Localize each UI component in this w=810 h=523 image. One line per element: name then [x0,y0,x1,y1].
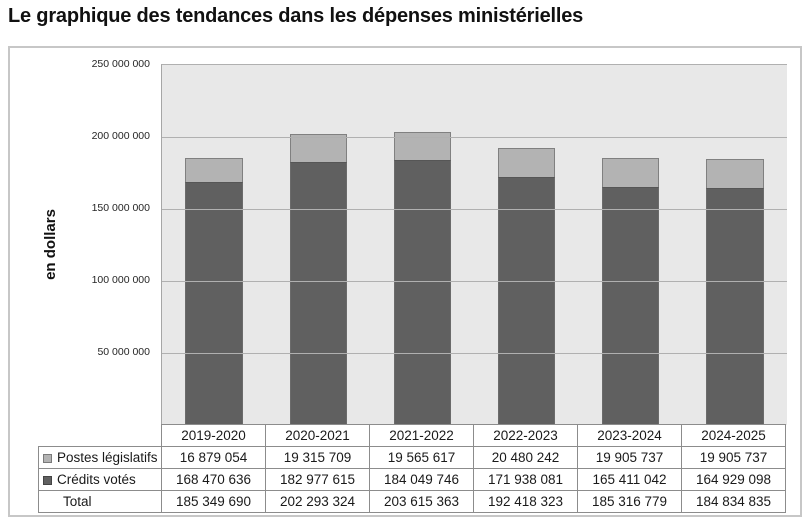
gridline [162,353,787,354]
y-axis-tick-labels: 50 000 000 100 000 000 150 000 000 200 000 … [10,58,150,424]
bar-segment-credits-votes [289,162,347,425]
value-cell: 185 349 690 [161,490,266,513]
value-cell: 182 977 615 [265,468,370,491]
row-label-text: Postes législatifs [57,450,158,465]
row-label-cell: Total [38,490,162,513]
value-cell: 19 315 709 [265,446,370,469]
table-header-row: 2019-2020 2020-2021 2021-2022 2022-2023 2023… [39,424,786,447]
row-label-text: Crédits votés [57,472,136,487]
bar-segment-postes-legislatifs [706,159,764,188]
row-label-cell: Crédits votés [38,468,162,491]
bar-segment-postes-legislatifs [185,158,243,182]
table-spacer-cell [39,425,162,447]
bar-category-2022-2023 [475,65,579,425]
bar-segment-postes-legislatifs [602,158,660,187]
table-row: Postes législatifs 16 879 054 19 315 709 19… [38,446,786,469]
gridline [162,209,787,210]
chart-figure: en dollars 50 000 000 100 000 000 150 000 … [8,46,802,517]
gridline [162,137,787,138]
value-cell: 202 293 324 [265,490,370,513]
value-cell: 171 938 081 [473,468,578,491]
value-cell: 164 929 098 [681,468,786,491]
value-cell: 16 879 054 [161,446,266,469]
bar-segment-credits-votes [497,177,556,425]
bar-segment-postes-legislatifs [393,132,452,160]
value-cell: 203 615 363 [369,490,474,513]
y-tick-label: 250 000 000 [91,58,150,70]
y-tick-label: 100 000 000 [91,274,150,286]
value-cell: 19 565 617 [369,446,474,469]
bar-category-2023-2024 [579,65,683,425]
stacked-bar [706,159,764,425]
value-cell: 192 418 323 [473,490,578,513]
stacked-bar [497,148,556,425]
stacked-bar [185,158,243,425]
year-header-cell: 2021-2022 [369,424,474,447]
bar-category-2024-2025 [683,65,787,425]
legend-swatch-icon [43,476,52,485]
gridline [162,281,787,282]
page-title: Le graphique des tendances dans les dépe… [8,5,584,27]
bar-segment-credits-votes [706,188,764,425]
bar-segment-credits-votes [185,182,243,425]
year-header-cell: 2022-2023 [473,424,578,447]
stacked-bar [602,158,660,425]
bar-category-2021-2022 [370,65,474,425]
row-label-text: Total [63,494,92,509]
year-header-cell: 2023-2024 [577,424,682,447]
value-cell: 168 470 636 [161,468,266,491]
bar-segment-credits-votes [393,160,452,425]
year-header-cell: 2024-2025 [681,424,786,447]
plot-area [161,64,787,425]
table-row: Crédits votés 168 470 636 182 977 615 184 0… [38,468,786,491]
year-header-cell: 2019-2020 [161,424,266,447]
y-tick-label: 50 000 000 [97,346,150,358]
table-row: Total 185 349 690 202 293 324 203 615 363 19… [38,490,786,513]
bar-category-2019-2020 [162,65,266,425]
stacked-bar [393,132,452,425]
y-tick-label: 150 000 000 [91,202,150,214]
data-table: 2019-2020 2020-2021 2021-2022 2022-2023 2023… [38,424,786,513]
row-label-cell: Postes législatifs [38,446,162,469]
value-cell: 184 834 835 [681,490,786,513]
bar-segment-postes-legislatifs [289,134,347,162]
value-cell: 19 905 737 [577,446,682,469]
bar-category-2020-2021 [266,65,370,425]
year-header-cell: 2020-2021 [265,424,370,447]
bar-segment-postes-legislatifs [497,148,556,177]
value-cell: 19 905 737 [681,446,786,469]
value-cell: 165 411 042 [577,468,682,491]
bars-container [162,65,787,425]
bar-segment-credits-votes [602,187,660,425]
legend-swatch-icon [43,454,52,463]
value-cell: 184 049 746 [369,468,474,491]
value-cell: 185 316 779 [577,490,682,513]
value-cell: 20 480 242 [473,446,578,469]
stacked-bar [289,134,347,425]
y-tick-label: 200 000 000 [91,130,150,142]
